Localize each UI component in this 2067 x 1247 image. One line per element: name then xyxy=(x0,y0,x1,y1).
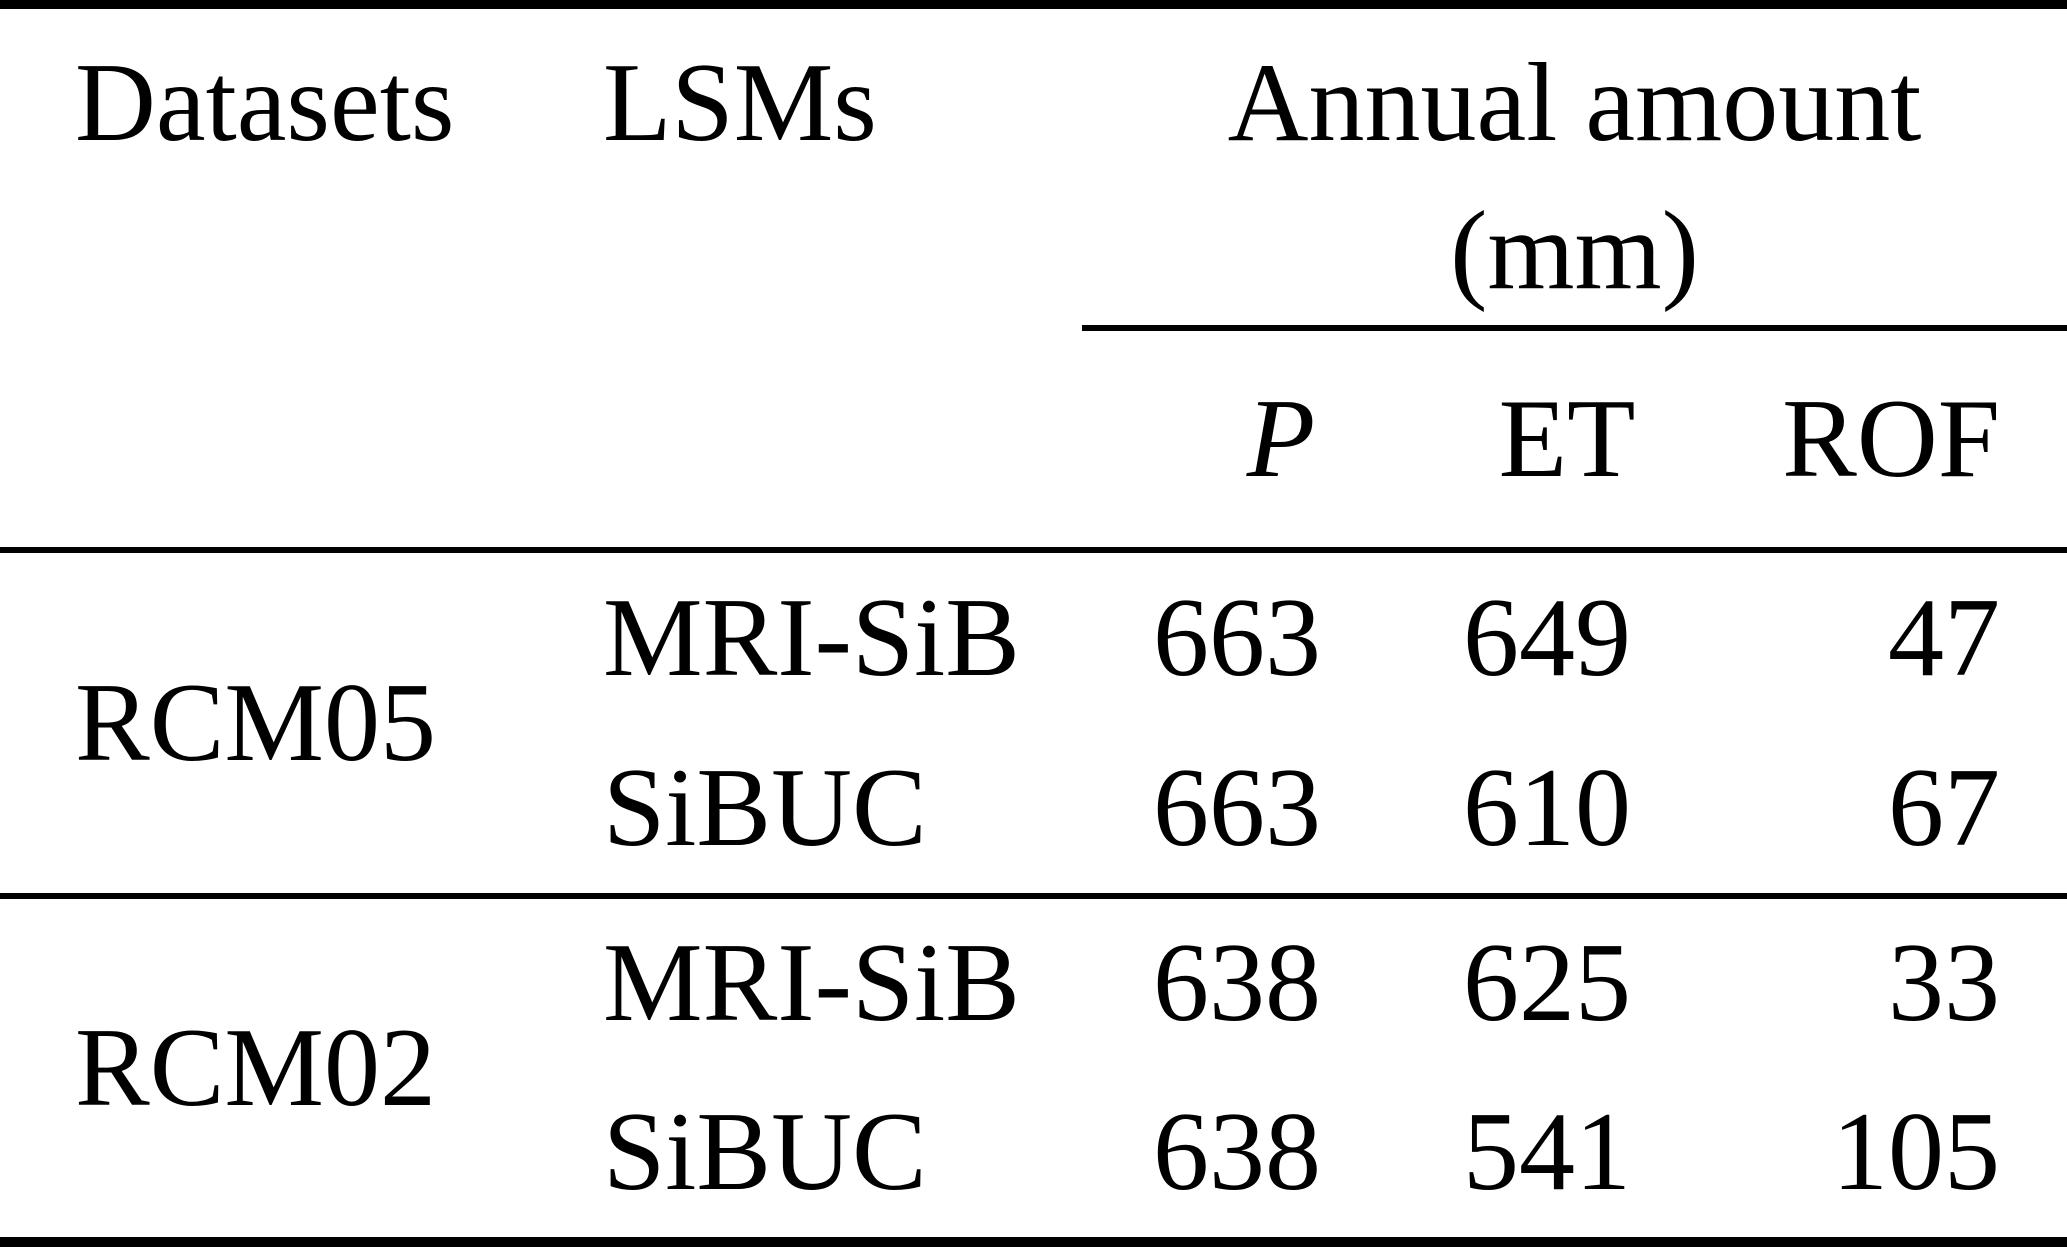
header-lsms: LSMs xyxy=(603,41,877,165)
subheader-rof-label: ROF xyxy=(1782,376,2000,501)
cell-rof-value: 33 xyxy=(1888,921,2000,1045)
cell-lsm: SiBUC xyxy=(603,1090,927,1214)
cell-lsm: MRI-SiB xyxy=(603,921,1020,1045)
header-datasets: Datasets xyxy=(75,41,455,165)
cell-rof-value: 67 xyxy=(1888,745,2000,870)
group-divider xyxy=(0,893,2067,899)
header-annual-amount-line1: Annual amount xyxy=(1227,41,1922,165)
cell-et-value: 610 xyxy=(1463,745,1631,870)
cell-p-value: 663 xyxy=(1153,745,1321,870)
table-header-row-2: P ET ROF xyxy=(0,331,2067,547)
header-annual-amount-group: Annual amount (mm) xyxy=(1082,9,2067,331)
cell-et-value: 625 xyxy=(1463,921,1631,1045)
group-rcm02: RCM02 MRI-SiB 638 625 33 SiBUC 638 541 1… xyxy=(0,899,2067,1237)
cell-et-value: 649 xyxy=(1463,575,1631,700)
cell-p-value: 663 xyxy=(1153,575,1321,700)
subheader-p-label: P xyxy=(1246,376,1316,501)
dataset-label: RCM05 xyxy=(75,660,436,785)
subheader-rof: ROF xyxy=(1702,375,2067,504)
group-rcm05: RCM05 MRI-SiB 663 649 47 SiBUC 663 610 6… xyxy=(0,553,2067,893)
cell-lsm: SiBUC xyxy=(603,745,927,870)
header-annual-amount-line2: (mm) xyxy=(1450,189,1699,313)
dataset-label: RCM02 xyxy=(75,1005,436,1130)
cell-lsm: MRI-SiB xyxy=(603,575,1020,700)
subheader-et: ET xyxy=(1392,375,1702,504)
cell-rof-value: 105 xyxy=(1832,1090,2000,1214)
cell-rof-value: 47 xyxy=(1888,575,2000,700)
header-body-divider xyxy=(0,547,2067,553)
subheader-et-label: ET xyxy=(1498,376,1636,501)
subheader-p: P xyxy=(1082,375,1392,504)
cell-et-value: 541 xyxy=(1463,1090,1631,1214)
table-header-row-1: Datasets LSMs Annual amount (mm) xyxy=(0,9,2067,331)
cell-p-value: 638 xyxy=(1153,921,1321,1045)
cell-p-value: 638 xyxy=(1153,1090,1321,1214)
